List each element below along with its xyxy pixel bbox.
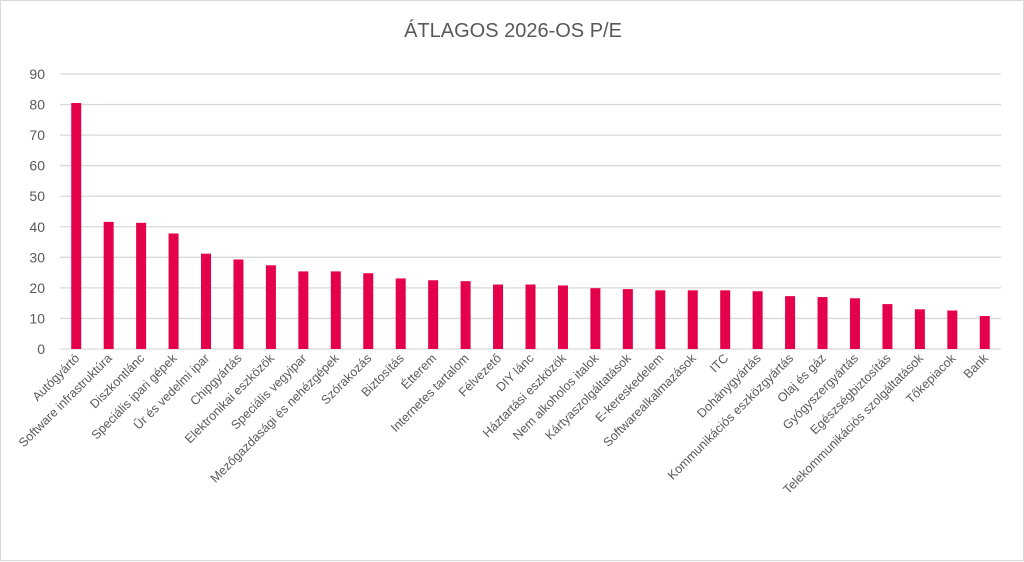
y-tick-label: 80 [29,97,45,113]
y-tick-label: 70 [29,127,45,143]
bar [687,290,698,349]
bar [136,222,147,349]
bar [395,278,406,349]
bar [752,291,763,349]
bar [298,271,309,349]
bar [460,281,471,349]
bar [557,285,568,349]
y-tick-label: 60 [29,158,45,174]
bar [363,273,374,349]
chart-title: ÁTLAGOS 2026-OS P/E [404,19,622,42]
y-tick-label: 0 [37,341,45,357]
bar [849,298,860,349]
y-tick-label: 50 [29,188,45,204]
x-tick-label: ITC [707,351,731,375]
bar [622,289,633,349]
bar [817,297,828,349]
bar [882,304,893,349]
y-tick-label: 20 [29,280,45,296]
bar [71,103,82,350]
bar [720,290,731,349]
bar [201,253,212,349]
bar [785,296,796,349]
bar [947,310,958,349]
bar [493,284,504,349]
bar [330,271,341,349]
bar [428,280,439,349]
bar [590,288,601,349]
bar [655,290,666,349]
y-tick-label: 90 [29,66,45,82]
x-tick-label: Bank [961,351,992,382]
y-tick-label: 10 [29,310,45,326]
bar [168,233,179,349]
bar [233,259,244,349]
bar [525,284,536,349]
y-tick-label: 30 [29,249,45,265]
bar [265,265,276,349]
bar [979,316,990,349]
y-tick-label: 40 [29,219,45,235]
bar [103,221,114,349]
bar [914,309,925,349]
